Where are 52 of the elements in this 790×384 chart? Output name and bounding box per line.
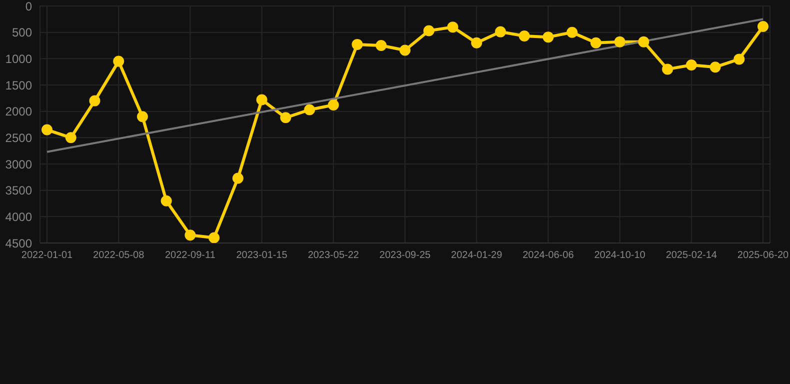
point xyxy=(42,124,52,136)
point xyxy=(232,172,244,184)
point xyxy=(542,32,554,43)
x-tick-label: 2025-06-20 xyxy=(737,250,790,262)
point xyxy=(328,100,339,111)
point xyxy=(304,104,316,116)
point xyxy=(566,26,578,38)
point xyxy=(184,230,196,241)
point xyxy=(734,54,745,65)
y-tick-label: 0 xyxy=(25,0,32,14)
point xyxy=(136,111,148,122)
point xyxy=(614,36,626,48)
point xyxy=(65,132,76,144)
x-tick-label: 2023-05-22 xyxy=(308,250,360,262)
point xyxy=(662,64,674,75)
point xyxy=(208,232,220,243)
x-tick-label: 2024-06-06 xyxy=(522,250,574,262)
x-tick-label: 2023-09-25 xyxy=(379,250,432,262)
x-tick-label: 2022-01-01 xyxy=(21,250,74,262)
point xyxy=(447,22,458,33)
point xyxy=(256,94,268,106)
y-tick-label: 1000 xyxy=(5,52,32,66)
point xyxy=(710,62,721,73)
point xyxy=(638,36,650,48)
y-tick-label: 2500 xyxy=(5,130,32,145)
y-tick-label: 4000 xyxy=(5,210,32,224)
x-tick-label: 2022-09-11 xyxy=(164,250,216,262)
y-tick-label: 3500 xyxy=(5,184,32,198)
point xyxy=(518,30,530,42)
point xyxy=(280,112,292,124)
x-tick-label: 2025-02-14 xyxy=(666,250,718,262)
point xyxy=(590,37,602,48)
point xyxy=(376,40,387,51)
point xyxy=(89,95,100,106)
y-tick-label: 500 xyxy=(12,26,32,40)
point xyxy=(686,59,697,70)
x-tick-label: 2023-01-15 xyxy=(236,250,288,262)
x-tick-label: 2022-05-08 xyxy=(93,250,145,262)
point xyxy=(113,56,124,67)
y-tick-label: 4500 xyxy=(5,236,32,250)
y-tick-label: 1500 xyxy=(5,78,32,92)
y-tick-label: 3000 xyxy=(5,157,32,172)
x-tick-label: 2024-01-29 xyxy=(451,250,503,262)
point xyxy=(160,195,172,206)
point xyxy=(352,38,363,50)
point xyxy=(494,26,506,38)
point xyxy=(471,37,482,48)
x-tick-label: 2024-10-10 xyxy=(594,250,646,262)
point xyxy=(758,21,768,32)
point xyxy=(423,25,434,36)
point xyxy=(400,44,410,56)
y-tick-label: 2000 xyxy=(5,104,32,119)
